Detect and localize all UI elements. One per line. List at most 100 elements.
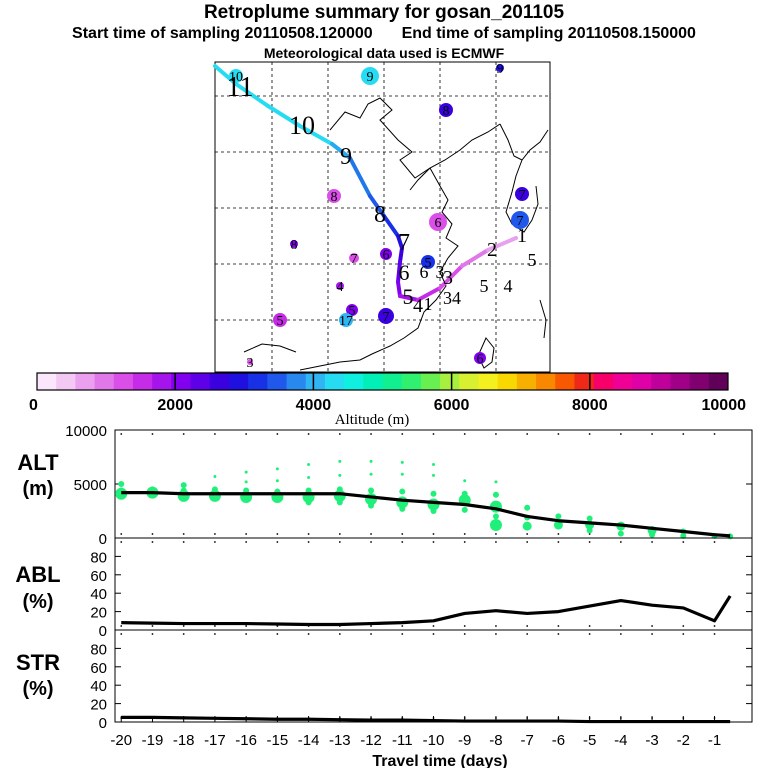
alt-scatter-point — [400, 460, 404, 464]
path-day-label: 2 — [487, 239, 497, 261]
colorbar-frame — [36, 372, 729, 391]
colorbar-cell — [344, 373, 364, 390]
bottom-tick-dot — [276, 533, 279, 535]
y-tick-label: 40 — [90, 678, 107, 695]
top-tick-dot — [713, 633, 716, 635]
top-tick-dot — [463, 541, 466, 543]
y-tick-label: 60 — [90, 660, 107, 677]
colorbar-cell — [286, 373, 307, 390]
y-tick-label: 0 — [99, 715, 107, 732]
top-tick-dot — [307, 633, 310, 635]
alt-scatter-point — [430, 490, 437, 497]
map-marker-dot — [327, 189, 341, 203]
alt-scatter-point — [524, 504, 531, 511]
path-day-label: 10 — [289, 111, 315, 140]
top-tick-dot — [557, 633, 560, 635]
map-marker-label: 7 — [351, 252, 358, 267]
map-marker-dot — [380, 248, 392, 260]
trajectory-segment — [396, 280, 402, 298]
top-tick-dot — [588, 633, 591, 635]
bottom-tick-dot — [432, 533, 435, 535]
map-marker: 5 — [346, 304, 358, 319]
alt-scatter-point — [555, 513, 562, 520]
map-marker-dot — [515, 187, 529, 201]
map-marker: 17 — [339, 313, 353, 329]
bottom-tick-dot — [182, 625, 185, 627]
top-tick-dot — [370, 541, 372, 543]
trajectory-segment — [486, 236, 518, 252]
bottom-tick-dot — [151, 625, 154, 627]
bottom-tick-dot — [557, 533, 560, 535]
y-tick-label: 80 — [90, 641, 107, 658]
top-tick-dot — [651, 541, 653, 543]
alt-scatter-point — [305, 487, 312, 494]
alt-scatter-point — [305, 499, 312, 506]
top-tick-dot — [338, 433, 341, 435]
map-marker: 7 — [515, 187, 529, 203]
map-marker-label: 17 — [339, 314, 353, 329]
bottom-tick-dot — [401, 533, 404, 535]
trajectory-segment — [368, 194, 386, 218]
trajectory-segment — [398, 294, 420, 302]
panel-ylabel: STR — [16, 650, 60, 675]
top-tick-dot — [151, 433, 154, 435]
top-tick-dot — [557, 541, 560, 543]
trajectory-segment — [396, 260, 402, 284]
colorbar-label: Altitude (m) — [335, 412, 410, 428]
y-tick-label: 20 — [90, 697, 107, 714]
colorbar-cell — [593, 373, 614, 390]
x-tick-label: -6 — [552, 732, 565, 749]
path-day-label: 4 — [413, 295, 423, 317]
bottom-tick-dot — [120, 533, 123, 535]
top-tick-dot — [245, 433, 248, 435]
alt-scatter-point — [244, 480, 248, 484]
map-number-label: 4 — [504, 276, 513, 296]
top-tick-dot — [713, 541, 716, 543]
colorbar-cell — [132, 373, 153, 390]
top-tick-dot — [619, 633, 622, 635]
colorbar-cell — [171, 373, 192, 390]
top-tick-dot — [245, 633, 248, 635]
x-tick-label: -2 — [677, 732, 690, 749]
alt-scatter-point — [680, 532, 687, 539]
map-marker-dot — [229, 69, 243, 83]
top-tick-dot — [401, 541, 404, 543]
x-tick-label: -8 — [489, 732, 502, 749]
map-number-label: 6 — [420, 262, 429, 282]
top-tick-dot — [182, 541, 185, 543]
x-tick-label: -7 — [521, 732, 534, 749]
alt-scatter-point — [586, 515, 593, 522]
top-tick-dot — [432, 541, 435, 543]
top-tick-dot — [463, 433, 466, 435]
x-tick-label: -5 — [583, 732, 596, 749]
alt-scatter-point — [432, 463, 435, 467]
alt-scatter-point — [336, 499, 343, 506]
path-day-label: 6 — [399, 260, 410, 285]
alt-scatter-point — [307, 463, 311, 467]
bottom-tick-dot — [401, 625, 404, 627]
bottom-tick-dot — [651, 625, 653, 627]
trajectory-segment — [298, 124, 334, 146]
bottom-tick-dot — [463, 625, 466, 627]
path-day-label: 7 — [398, 230, 410, 256]
alt-scatter-point — [492, 513, 499, 520]
map-marker-label: 8 — [331, 190, 338, 205]
bottom-tick-dot — [526, 533, 529, 535]
path-day-label: 1 — [517, 225, 527, 247]
x-tick-label: -19 — [142, 732, 164, 749]
sampling-times: Start time of sampling 20110508.120000 E… — [0, 25, 768, 43]
path-day-label: 3 — [443, 267, 453, 289]
alt-scatter-point — [180, 482, 187, 489]
path-day-label: 8 — [374, 202, 386, 228]
alt-scatter-point — [243, 487, 250, 494]
alt-scatter-point — [307, 476, 311, 480]
x-tick-label: -17 — [204, 732, 226, 749]
top-tick-dot — [588, 433, 591, 435]
map-marker: 10 — [229, 69, 243, 85]
map-marker-dot — [336, 282, 344, 290]
trajectory-segment — [396, 234, 404, 250]
trajectory-segment — [438, 264, 464, 290]
trajectory-segment — [416, 286, 442, 302]
top-tick-dot — [276, 633, 279, 635]
alt-scatter-point — [211, 486, 218, 493]
